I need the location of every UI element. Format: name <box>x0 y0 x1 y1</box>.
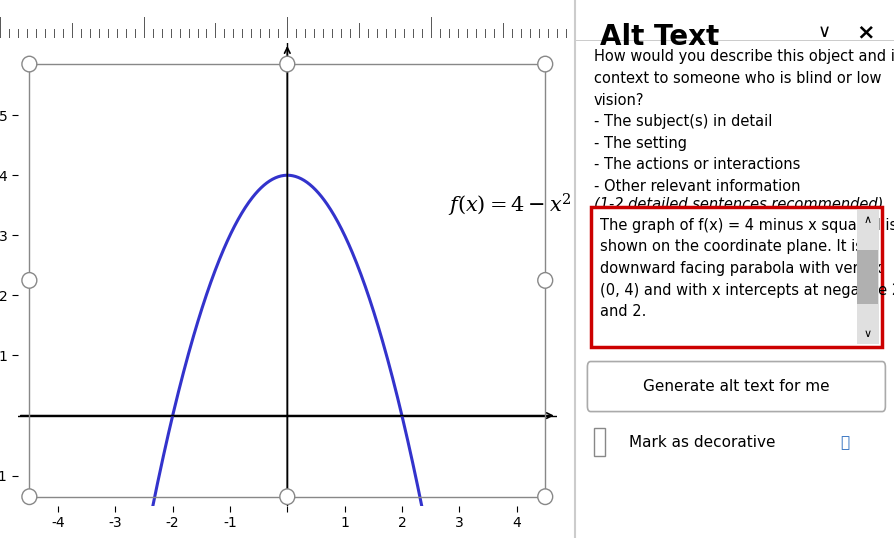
Text: ×: × <box>856 23 874 43</box>
Circle shape <box>21 489 37 505</box>
Text: How would you describe this object and its
context to someone who is blind or lo: How would you describe this object and i… <box>593 49 894 194</box>
FancyBboxPatch shape <box>586 362 884 412</box>
Text: ⓘ: ⓘ <box>839 435 848 450</box>
Bar <box>856 250 877 304</box>
Bar <box>593 428 605 456</box>
Bar <box>574 40 894 41</box>
Circle shape <box>537 273 552 288</box>
Bar <box>856 210 878 344</box>
Circle shape <box>537 56 552 72</box>
Text: Mark as decorative: Mark as decorative <box>628 435 775 450</box>
Text: Alt Text: Alt Text <box>600 23 719 51</box>
Circle shape <box>537 489 552 505</box>
FancyBboxPatch shape <box>590 207 881 347</box>
Text: The graph of f(x) = 4 minus x squared is
shown on the coordinate plane. It is a
: The graph of f(x) = 4 minus x squared is… <box>600 218 894 319</box>
Circle shape <box>280 56 294 72</box>
Text: (1-2 detailed sentences recommended): (1-2 detailed sentences recommended) <box>593 196 882 211</box>
Text: $f(x) = 4 - x^2$: $f(x) = 4 - x^2$ <box>447 192 571 219</box>
Text: ∨: ∨ <box>817 23 831 40</box>
Text: ∨: ∨ <box>863 329 871 339</box>
Circle shape <box>21 56 37 72</box>
Circle shape <box>280 489 294 505</box>
Text: Generate alt text for me: Generate alt text for me <box>643 379 829 394</box>
Circle shape <box>21 273 37 288</box>
Text: ∧: ∧ <box>863 215 871 225</box>
